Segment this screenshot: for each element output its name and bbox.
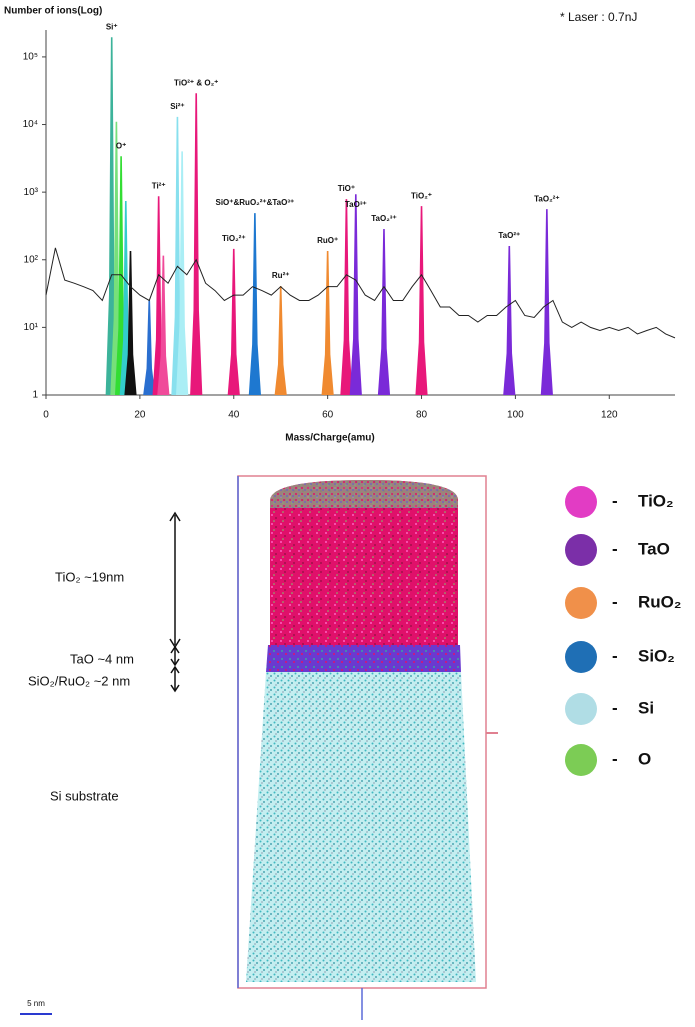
legend-dash: - — [612, 592, 618, 611]
peak-label: O⁺ — [116, 141, 126, 150]
layer-annotation: TiO₂ ~19nm — [55, 569, 124, 584]
y-tick-label: 1 — [32, 390, 38, 401]
x-tick-label: 80 — [416, 410, 428, 421]
peak — [503, 245, 516, 395]
x-tick-label: 40 — [228, 410, 240, 421]
laser-note: * Laser : 0.7nJ — [560, 10, 637, 24]
peak — [340, 199, 353, 395]
peak — [190, 93, 203, 396]
peak — [377, 229, 391, 395]
x-tick-label: 60 — [322, 410, 334, 421]
legend-label: O — [638, 749, 651, 768]
peak-label: Si⁺ — [106, 22, 118, 31]
cap-layer — [270, 480, 458, 508]
legend-label: TaO — [638, 539, 670, 558]
peak-label: Ti²⁺ — [152, 181, 166, 190]
atom-map: 5 nm TiO₂ ~19nm TaO ~4 nm SiO₂/RuO₂ ~2 nm S… — [20, 475, 681, 1020]
peak-label: TaO₂²⁺ — [534, 194, 559, 203]
x-tick-label: 0 — [43, 410, 49, 421]
peak-label: TiO₂²⁺ — [222, 234, 246, 243]
peak — [540, 209, 553, 395]
peak — [321, 250, 334, 395]
x-axis-title: Mass/Charge(amu) — [285, 433, 374, 444]
y-tick-label: 10² — [24, 254, 39, 265]
legend-swatch — [565, 486, 597, 518]
legend-label: SiO₂ — [638, 646, 675, 665]
si-layer — [246, 672, 476, 982]
peak — [176, 151, 189, 395]
peak-label: TiO²⁺ & O₂⁺ — [174, 78, 218, 87]
peak — [227, 248, 240, 395]
tio2-layer — [270, 480, 458, 645]
peak-label: RuO⁺ — [317, 236, 338, 245]
peak-label: Si²⁺ — [170, 102, 184, 111]
tao-layer — [266, 645, 461, 672]
layer-annotation: TaO ~4 nm — [70, 651, 134, 666]
thickness-arrows — [169, 511, 181, 693]
legend-label: RuO₂ — [638, 592, 681, 611]
peak — [143, 300, 156, 395]
mass-spectrum: Number of ions(Log) * Laser : 0.7nJ Mass… — [4, 6, 676, 444]
legend-dash: - — [612, 698, 618, 717]
scale-bar-label: 5 nm — [27, 999, 45, 1008]
peak-label: TaO₂³⁺ — [371, 214, 396, 223]
peak-label: Ru²⁺ — [272, 271, 290, 280]
legend-dash: - — [612, 646, 618, 665]
layer-annotation: Si substrate — [50, 788, 119, 803]
spectrum-line — [45, 247, 676, 339]
peak — [248, 213, 261, 395]
x-tick-label: 100 — [507, 410, 524, 421]
peak — [124, 250, 137, 395]
y-tick-label: 10⁵ — [23, 52, 38, 63]
legend-label: TiO₂ — [638, 491, 674, 510]
x-tick-label: 20 — [134, 410, 146, 421]
legend-swatch — [565, 693, 597, 725]
y-tick-label: 10¹ — [24, 322, 39, 333]
legend-label: Si — [638, 698, 654, 717]
y-tick-label: 10⁴ — [23, 119, 38, 130]
layer-annotation: SiO₂/RuO₂ ~2 nm — [28, 673, 130, 688]
peak-label: TiO₂⁺ — [411, 191, 432, 200]
peak-label: TaO²⁺ — [498, 231, 520, 240]
legend-swatch — [565, 744, 597, 776]
y-axis-title: Number of ions(Log) — [4, 6, 102, 17]
peak-label: SiO⁺&RuO₂²⁺&TaO³⁺ — [216, 198, 295, 207]
peak-label: TiO⁺ — [338, 184, 355, 193]
x-tick-label: 120 — [601, 410, 618, 421]
peak — [274, 285, 287, 395]
y-tick-label: 10³ — [24, 187, 39, 198]
peak — [349, 194, 362, 395]
legend-swatch — [565, 587, 597, 619]
legend-dash: - — [612, 491, 618, 510]
peak — [157, 255, 170, 395]
peak — [415, 206, 428, 395]
legend-swatch — [565, 641, 597, 673]
legend-swatch — [565, 534, 597, 566]
peak-label: TaO³⁺ — [345, 200, 367, 209]
legend-dash: - — [612, 749, 618, 768]
legend-dash: - — [612, 539, 618, 558]
